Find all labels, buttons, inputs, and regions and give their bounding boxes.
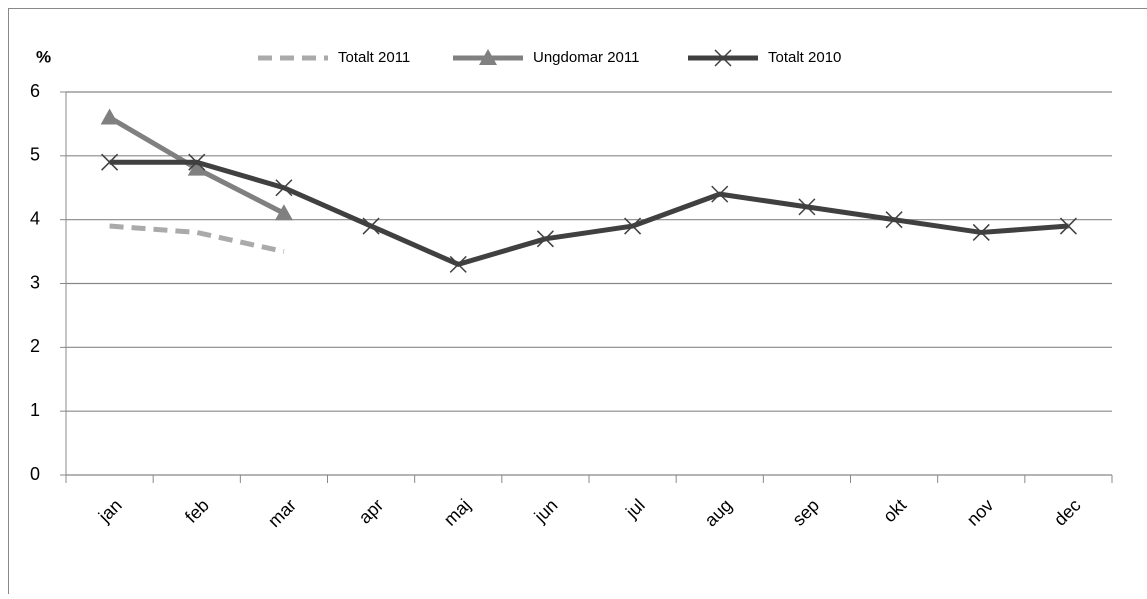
x-tick-label: jul: [621, 495, 649, 523]
y-tick-label: 0: [30, 464, 40, 484]
legend-label: Totalt 2010: [768, 49, 841, 66]
y-tick-label: 2: [30, 336, 40, 356]
marker: [101, 109, 119, 125]
x-tick-label: okt: [879, 495, 910, 526]
x-tick-label: nov: [963, 495, 998, 530]
y-tick-label: 5: [30, 145, 40, 165]
legend-item: Ungdomar 2011: [453, 49, 639, 66]
x-tick-label: jan: [94, 495, 126, 527]
x-tick-label: aug: [701, 495, 736, 530]
x-tick-label: sep: [788, 495, 823, 530]
x-tick-label: maj: [440, 495, 475, 530]
x-tick-label: feb: [181, 495, 213, 527]
legend-label: Totalt 2011: [338, 49, 410, 66]
series-line: [110, 162, 1069, 264]
y-tick-label: 1: [30, 400, 40, 420]
y-axis-label: %: [36, 47, 51, 66]
legend-item: Totalt 2011: [258, 49, 410, 66]
x-tick-label: jun: [530, 495, 562, 527]
x-tick-label: mar: [264, 495, 300, 531]
y-tick-label: 3: [30, 272, 40, 292]
x-tick-label: apr: [355, 495, 388, 528]
series-line: [110, 226, 284, 252]
legend-item: Totalt 2010: [688, 49, 841, 66]
y-tick-label: 6: [30, 81, 40, 101]
legend-label: Ungdomar 2011: [533, 49, 639, 66]
y-tick-label: 4: [30, 208, 40, 228]
x-tick-label: dec: [1050, 495, 1085, 530]
